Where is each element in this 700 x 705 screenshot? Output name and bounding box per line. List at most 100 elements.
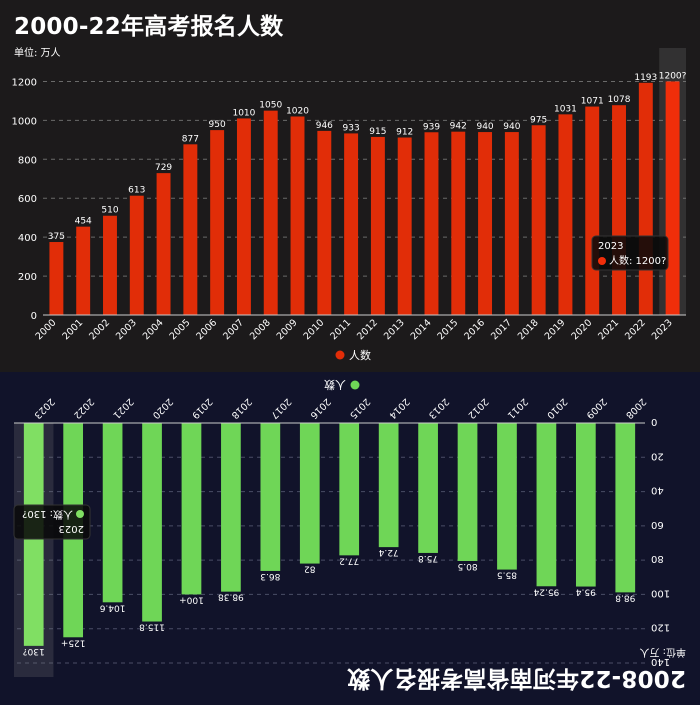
bar xyxy=(397,137,412,315)
data-label: 80.5 xyxy=(458,561,478,571)
henan-chart-plot: 0 20 40 60 80 100 120 140 98.8 2008 95.4 2009 95.24 2… xyxy=(13,378,670,677)
national-chart-plot: 0 200 400 600 800 1000 1200 375 2000 454 2001 510 20… xyxy=(12,48,687,362)
unit-label: 单位: 万人 xyxy=(14,48,61,59)
x-tick-label: 2017 xyxy=(489,317,514,342)
bar xyxy=(210,130,225,315)
y-tick-label: 60 xyxy=(651,519,664,530)
data-label: 95.24 xyxy=(533,586,559,596)
x-tick-label: 2020 xyxy=(150,396,175,421)
y-tick-label: 0 xyxy=(651,416,657,427)
data-label: 1200? xyxy=(659,71,687,81)
data-label: 933 xyxy=(343,123,360,133)
x-tick-label: 2007 xyxy=(221,317,246,342)
bar xyxy=(221,423,241,592)
x-tick-label: 2008 xyxy=(248,317,273,342)
bar xyxy=(536,423,557,587)
data-label: 130? xyxy=(23,646,45,656)
data-label: 375 xyxy=(48,232,65,242)
tooltip-box xyxy=(591,235,669,271)
tooltip-title: 2023 xyxy=(598,241,623,252)
y-tick-label: 80 xyxy=(651,553,664,564)
x-tick-label: 2011 xyxy=(505,396,530,421)
data-label: 940 xyxy=(503,122,520,132)
x-tick-label: 2008 xyxy=(623,396,648,421)
x-tick-label: 2012 xyxy=(355,317,380,342)
x-tick-label: 2010 xyxy=(544,396,569,421)
bar xyxy=(49,242,64,315)
x-tick-label: 2014 xyxy=(409,317,434,342)
legend-marker xyxy=(335,350,345,360)
data-label: 75.8 xyxy=(418,553,438,563)
y-tick-label: 800 xyxy=(18,155,37,166)
bar xyxy=(344,133,359,315)
data-label: 1020 xyxy=(286,106,309,116)
y-tick-label: 200 xyxy=(18,272,37,283)
data-label: 942 xyxy=(450,122,467,132)
x-tick-label: 2014 xyxy=(387,396,412,421)
x-tick-label: 2003 xyxy=(114,317,139,342)
x-tick-label: 2016 xyxy=(308,396,333,421)
tooltip-box xyxy=(13,504,91,540)
bar xyxy=(378,423,399,548)
bar xyxy=(504,132,519,315)
bar xyxy=(575,423,596,587)
tooltip-title: 2023 xyxy=(59,523,84,534)
x-tick-label: 2011 xyxy=(328,317,353,342)
y-tick-label: 120 xyxy=(651,622,670,633)
data-label: 939 xyxy=(423,122,440,132)
data-label: 86.3 xyxy=(260,571,280,581)
x-tick-label: 2020 xyxy=(569,317,594,342)
data-label: 940 xyxy=(476,122,493,132)
rotated-chart-container: 2008-22年河南省高考报名人数 单位: 万人 0 20 40 60 80 100 120… xyxy=(0,372,700,705)
bar xyxy=(638,82,653,315)
bar xyxy=(585,106,600,315)
bar xyxy=(665,81,680,315)
y-tick-label: 1000 xyxy=(12,116,37,127)
data-label: 77.2 xyxy=(339,555,359,565)
bar xyxy=(478,132,493,315)
x-tick-label: 2013 xyxy=(382,317,407,342)
data-label: 613 xyxy=(128,186,145,196)
x-tick-label: 2019 xyxy=(189,396,214,421)
x-tick-label: 2009 xyxy=(275,317,300,342)
x-tick-label: 2016 xyxy=(462,317,487,342)
y-tick-label: 600 xyxy=(18,194,37,205)
x-tick-label: 2006 xyxy=(194,317,219,342)
data-label: 912 xyxy=(396,128,413,138)
x-tick-label: 2005 xyxy=(168,317,193,342)
bar xyxy=(260,423,281,571)
bar xyxy=(156,173,171,315)
data-label: 85.5 xyxy=(497,570,517,580)
chart-title: 2000-22年高考报名人数 xyxy=(14,14,284,40)
data-label: 950 xyxy=(209,120,226,130)
bar xyxy=(299,423,320,564)
y-tick-label: 400 xyxy=(18,233,37,244)
x-tick-label: 2021 xyxy=(110,396,135,421)
data-label: 1050 xyxy=(259,101,282,111)
x-tick-label: 2015 xyxy=(436,317,461,342)
bar xyxy=(317,130,332,315)
x-tick-label: 2019 xyxy=(543,317,568,342)
data-label: 98.8 xyxy=(615,592,635,602)
data-label: 729 xyxy=(155,163,172,173)
bar xyxy=(370,136,385,315)
data-label: 975 xyxy=(530,115,547,125)
x-tick-label: 2013 xyxy=(426,396,451,421)
data-label: 98.38 xyxy=(218,592,244,602)
x-tick-label: 2009 xyxy=(584,396,609,421)
legend-label: 人数 xyxy=(349,349,371,362)
tooltip: 2023 人数: 130? xyxy=(13,504,91,540)
tooltip-label: 人数: 1200? xyxy=(609,254,666,267)
y-tick-label: 20 xyxy=(651,450,664,461)
data-label: 877 xyxy=(182,134,199,144)
y-tick-label: 0 xyxy=(31,311,37,322)
bar xyxy=(142,423,162,622)
x-tick-label: 2018 xyxy=(229,396,254,421)
bar xyxy=(102,423,123,603)
bar xyxy=(615,423,636,593)
data-label: 510 xyxy=(101,206,118,216)
x-tick-label: 2022 xyxy=(623,317,648,342)
x-tick-label: 2017 xyxy=(268,396,293,421)
bar xyxy=(531,125,546,315)
x-tick-label: 2022 xyxy=(71,396,96,421)
